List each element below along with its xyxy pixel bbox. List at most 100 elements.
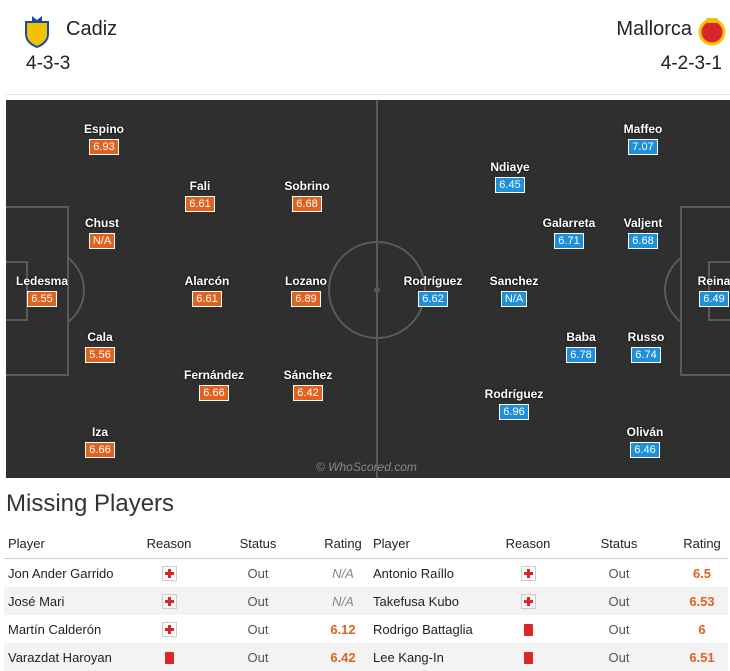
player-name: Iza	[91, 425, 108, 439]
player-name: Fali	[189, 179, 211, 193]
reason-cell	[139, 587, 199, 615]
rating: 6.51	[676, 643, 728, 671]
player-rating: N/A	[88, 233, 116, 249]
reason-icon	[164, 652, 174, 665]
player: Baba 6.78	[536, 330, 626, 363]
player-name: Galarreta	[542, 216, 596, 230]
pitch: © WhoScored.com Espino 6.93 Fali 6.61 Sobrin…	[6, 100, 730, 478]
player: Rodríguez 6.62	[388, 274, 478, 307]
player-rating: N/A	[500, 291, 528, 307]
player: Sanchez N/A	[469, 274, 559, 307]
home-name: Cadiz	[66, 18, 118, 40]
status: Out	[608, 621, 630, 637]
player: Valjent 6.68	[598, 216, 688, 249]
table-row: Varazdat Haroyan Out 6.42 Lee Kang-In Out 6.5…	[4, 643, 728, 671]
player-name: Rodríguez	[484, 387, 544, 401]
reason-icon	[161, 622, 177, 638]
player-rating: 6.61	[185, 196, 215, 212]
player-rating: 6.42	[293, 385, 323, 401]
rating: 6.53	[676, 587, 728, 615]
table-row: José Mari Out N/A Takefusa Kubo Out 6.53	[4, 587, 728, 615]
player: Galarreta 6.71	[524, 216, 614, 249]
player-rating: 5.56	[85, 347, 115, 363]
player-rating: 6.71	[554, 233, 584, 249]
status: Out	[608, 565, 630, 581]
player: Reina 6.49	[669, 274, 730, 307]
player-name: Ndiaye	[490, 160, 530, 174]
player: Fali 6.61	[155, 179, 245, 212]
player: Alarcón 6.61	[162, 274, 252, 307]
player-rating: 6.93	[89, 139, 119, 155]
reason-cell	[139, 615, 199, 643]
player-name: José Mari	[4, 587, 139, 615]
player-name: Sobrino	[284, 179, 330, 193]
player: Sobrino 6.68	[262, 179, 352, 212]
table-row: Jon Ander Garrido Out N/A Antonio Raíllo Out…	[4, 559, 728, 588]
player: Espino 6.93	[59, 122, 149, 155]
player-rating: 6.62	[418, 291, 448, 307]
rating: N/A	[332, 565, 354, 581]
col-header: Status	[562, 528, 676, 559]
player-name: Fernández	[183, 368, 244, 382]
player-name: Varazdat Haroyan	[4, 643, 139, 671]
player: Lozano 6.89	[261, 274, 351, 307]
divider	[6, 94, 730, 95]
player-rating: 6.46	[630, 442, 660, 458]
status: Out	[247, 565, 269, 581]
col-header: Status	[199, 528, 317, 559]
player-name: Maffeo	[623, 122, 663, 136]
player-rating: 6.45	[495, 177, 525, 193]
home-crest	[25, 16, 49, 48]
reason-cell	[494, 587, 562, 615]
col-header: Reason	[494, 528, 562, 559]
away-crest	[698, 18, 726, 46]
col-header: Rating	[317, 528, 369, 559]
player-name: Sánchez	[283, 368, 333, 382]
reason-icon	[523, 624, 533, 637]
header-row: Player Reason Status Rating Player Reaso…	[4, 528, 728, 559]
reason-cell	[139, 559, 199, 588]
player-rating: 6.74	[631, 347, 661, 363]
player-name: Chust	[85, 216, 119, 230]
player-rating: 6.61	[192, 291, 222, 307]
status: Out	[247, 621, 269, 637]
player-name: Lee Kang-In	[369, 643, 494, 671]
reason-cell	[139, 643, 199, 671]
rating: 6.5	[692, 565, 712, 581]
player: Russo 6.74	[601, 330, 691, 363]
away-formation: 4-2-3-1	[660, 53, 722, 74]
player-name: Martín Calderón	[8, 621, 102, 637]
player-name: Takefusa Kubo	[369, 587, 494, 615]
reason-icon	[523, 652, 533, 665]
player: Oliván 6.46	[600, 425, 690, 458]
rating: 6	[698, 621, 706, 637]
player-rating: 6.89	[291, 291, 321, 307]
player-rating: 6.66	[85, 442, 115, 458]
reason-cell	[494, 559, 562, 588]
player-name: Rodríguez	[403, 274, 463, 288]
status: Out	[562, 587, 676, 615]
player-name: Alarcón	[184, 274, 230, 288]
player: Ndiaye 6.45	[465, 160, 555, 193]
reason-cell	[494, 643, 562, 671]
away-name: Mallorca	[616, 18, 692, 40]
player: Maffeo 7.07	[598, 122, 688, 155]
col-header: Player	[4, 528, 139, 559]
col-header: Rating	[676, 528, 728, 559]
col-header: Player	[369, 528, 494, 559]
player: Cala 5.56	[55, 330, 145, 363]
rating: N/A	[317, 587, 369, 615]
player-name: Espino	[83, 122, 124, 136]
player: Rodríguez 6.96	[469, 387, 559, 420]
reason-cell	[494, 615, 562, 643]
player-name: Ledesma	[15, 274, 69, 288]
table-row: Martín Calderón Out 6.12 Rodrigo Battaglia O…	[4, 615, 728, 643]
missing-table: Player Reason Status Rating Player Reaso…	[4, 528, 728, 671]
reason-icon	[161, 594, 177, 610]
pitch-lines	[6, 100, 730, 478]
player-rating: 6.68	[292, 196, 322, 212]
player: Ledesma 6.55	[6, 274, 87, 307]
player-rating: 6.68	[628, 233, 658, 249]
col-header: Reason	[139, 528, 199, 559]
